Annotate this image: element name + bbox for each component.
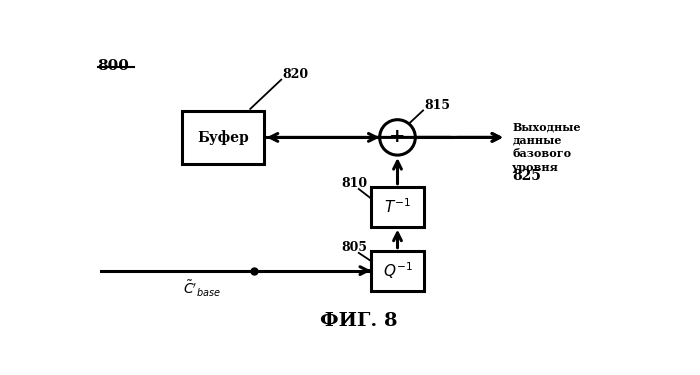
Text: 825: 825 — [512, 169, 541, 183]
Circle shape — [379, 120, 415, 155]
Text: Выходные: Выходные — [512, 121, 581, 132]
Text: уровня: уровня — [512, 162, 559, 172]
Text: ФИГ. 8: ФИГ. 8 — [320, 312, 398, 330]
Text: 800: 800 — [97, 59, 130, 73]
Text: $T^{-1}$: $T^{-1}$ — [384, 197, 411, 216]
Text: 820: 820 — [283, 68, 309, 81]
Text: 805: 805 — [342, 242, 368, 254]
Bar — [371, 251, 424, 291]
Text: $Q^{-1}$: $Q^{-1}$ — [383, 260, 412, 281]
Text: 810: 810 — [342, 177, 368, 190]
Bar — [371, 187, 424, 227]
Bar — [183, 111, 264, 164]
Text: данные: данные — [512, 135, 561, 146]
Text: $\tilde{C}'_{base}$: $\tilde{C}'_{base}$ — [183, 279, 221, 299]
Text: базового: базового — [512, 148, 571, 159]
Text: +: + — [389, 128, 406, 146]
Text: Буфер: Буфер — [197, 130, 249, 145]
Text: 815: 815 — [425, 99, 451, 112]
